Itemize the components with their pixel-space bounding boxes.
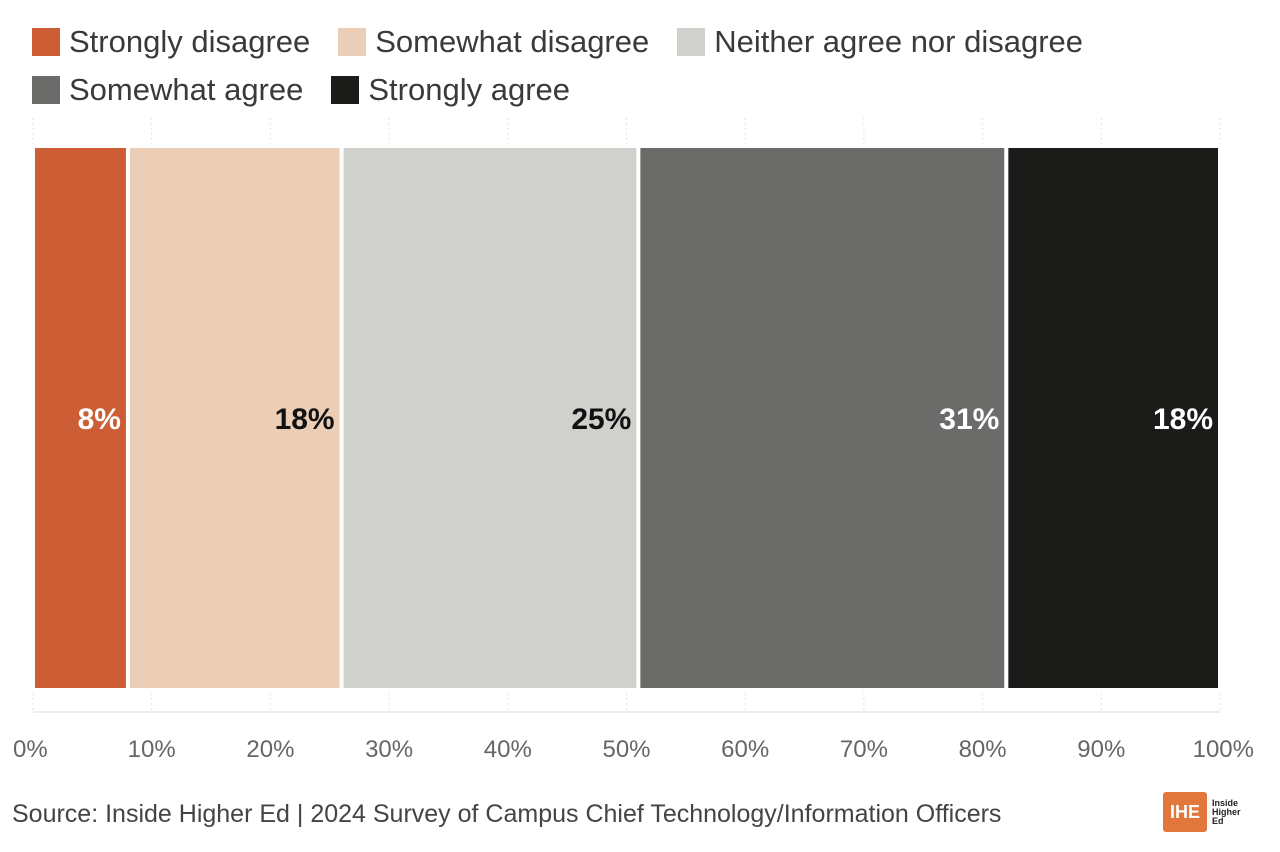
bar-value-label: 25%	[571, 403, 631, 436]
x-tick-label: 100%	[1193, 736, 1254, 763]
logo-mark: IHE	[1163, 792, 1207, 832]
bar-segment-1	[31, 144, 130, 692]
bar-value-label: 31%	[939, 403, 999, 436]
bar-segment-4	[636, 144, 1009, 692]
x-tick-label: 60%	[721, 736, 769, 763]
bar-value-label: 18%	[1153, 403, 1213, 436]
bar-segments	[31, 144, 1223, 692]
legend-row: Somewhat agree Strongly agree	[32, 66, 1252, 114]
legend-item-somewhat-disagree: Somewhat disagree	[338, 24, 649, 60]
legend-label: Somewhat agree	[69, 72, 304, 107]
logo-line: Ed	[1212, 815, 1224, 826]
legend-item-strongly-agree: Strongly agree	[331, 72, 570, 108]
legend-item-neither: Neither agree nor disagree	[677, 24, 1083, 60]
logo-text: Inside Higher Ed	[1212, 797, 1241, 826]
source-note: Source: Inside Higher Ed | 2024 Survey o…	[12, 800, 1002, 828]
x-tick-label: 50%	[602, 736, 650, 763]
ihe-logo: IHE Inside Higher Ed	[1163, 792, 1241, 832]
data-labels: 8% 18% 25% 31% 18%	[78, 403, 1213, 436]
legend-swatch	[677, 28, 706, 56]
legend-swatch	[32, 76, 60, 104]
x-tick-label: 90%	[1077, 736, 1125, 763]
x-axis: 0% 10% 20% 30% 40% 50% 60% 70% 80% 90% 100%	[13, 711, 1254, 763]
x-tick-label: 80%	[959, 736, 1007, 763]
legend-label: Strongly agree	[368, 72, 570, 107]
legend-swatch	[32, 28, 60, 56]
legend-item-strongly-disagree: Strongly disagree	[32, 24, 310, 60]
stacked-bar-chart: 8% 18% 25% 31% 18% 0% 10% 20% 30% 40% 50% 60% 70% 80…	[13, 118, 1254, 763]
x-tick-label: 30%	[365, 736, 413, 763]
logo-line: Higher	[1212, 806, 1241, 817]
bar-segment-2	[125, 144, 344, 692]
legend-label: Strongly disagree	[69, 24, 311, 59]
bar-value-label: 18%	[275, 403, 335, 436]
x-tick-label: 0%	[13, 736, 48, 763]
legend-row: Strongly disagree Somewhat disagree Neit…	[32, 18, 1252, 66]
x-tick-label: 20%	[246, 736, 294, 763]
chart-legend: Strongly disagree Somewhat disagree Neit…	[32, 18, 1252, 114]
logo-line: Inside	[1212, 797, 1239, 808]
legend-item-somewhat-agree: Somewhat agree	[32, 72, 303, 108]
bar-segment-3	[339, 144, 641, 692]
x-tick-label: 70%	[840, 736, 888, 763]
legend-label: Somewhat disagree	[375, 24, 650, 59]
legend-swatch	[338, 28, 367, 56]
x-tick-label: 10%	[128, 736, 176, 763]
bar-segment-5	[1004, 144, 1223, 692]
x-tick-label: 40%	[484, 736, 532, 763]
bar-value-label: 8%	[78, 403, 121, 436]
legend-label: Neither agree nor disagree	[714, 24, 1084, 59]
legend-swatch	[331, 76, 360, 104]
